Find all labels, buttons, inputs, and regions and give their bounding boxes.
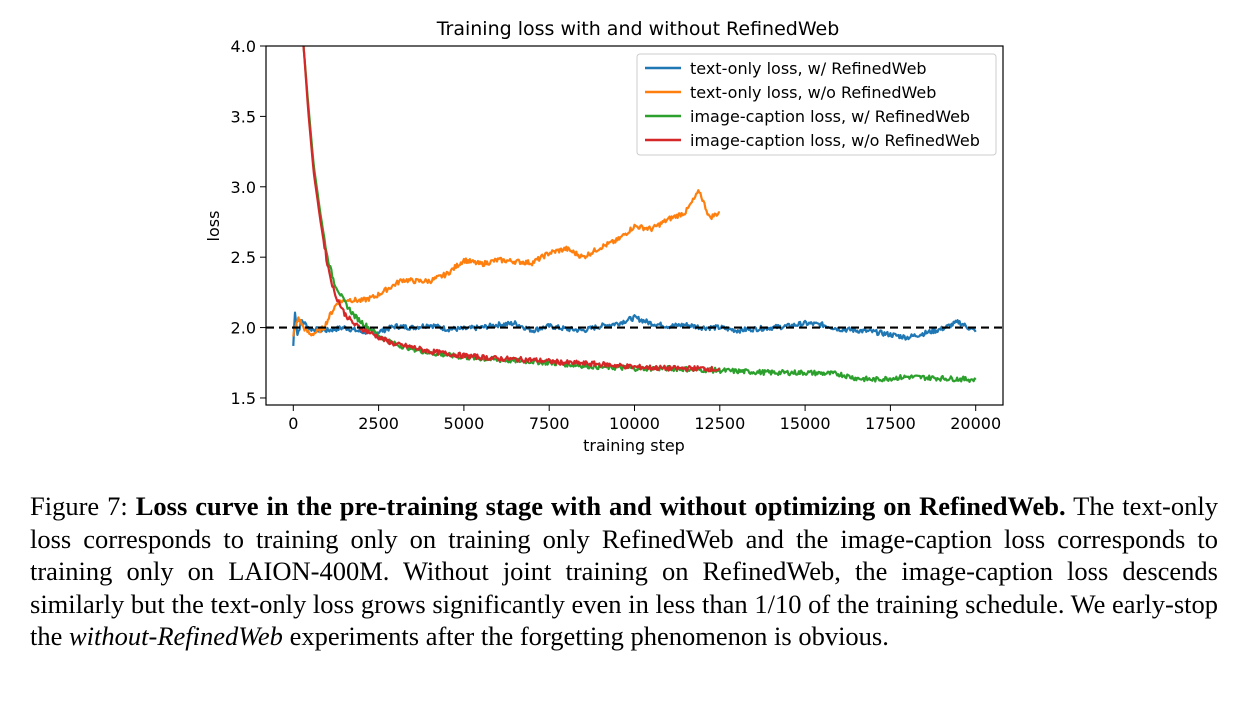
figure-caption: Figure 7: Loss curve in the pre-training… — [30, 490, 1218, 653]
caption-italic: without-RefinedWeb — [69, 621, 283, 651]
legend-label: image-caption loss, w/ RefinedWeb — [690, 107, 970, 126]
caption-text-2: experiments after the forgetting phenome… — [282, 621, 889, 651]
axis-ticks: 0 2500 5000 7500 10000 12500 15000 17500 20000 1.… — [231, 37, 1002, 433]
x-axis-label: training step — [583, 436, 685, 455]
x-tick-label: 12500 — [694, 414, 745, 433]
y-axis-label: loss — [204, 211, 223, 242]
series-line-1 — [292, 311, 977, 346]
caption-bold: Loss curve in the pre-training stage wit… — [135, 491, 1066, 521]
series-line-2 — [292, 189, 721, 337]
y-tick-label: 3.0 — [231, 178, 256, 197]
legend-box — [636, 53, 997, 156]
legend-label: text-only loss, w/ RefinedWeb — [690, 59, 927, 78]
x-tick-label: 2500 — [358, 414, 399, 433]
x-tick-label: 10000 — [609, 414, 660, 433]
series-line-4 — [302, 46, 721, 373]
x-tick-label: 17500 — [865, 414, 916, 433]
plot-frame — [265, 45, 1004, 406]
chart-title: Training loss with and without RefinedWe… — [436, 18, 840, 40]
x-tick-label: 0 — [288, 414, 298, 433]
y-tick-label: 2.0 — [231, 319, 256, 338]
caption-text-1: The text-only loss corresponds to traini… — [30, 491, 1218, 651]
legend: text-only loss, w/ RefinedWeb text-only l… — [636, 53, 997, 156]
y-tick-label: 1.5 — [231, 389, 256, 408]
y-tick-label: 4.0 — [231, 37, 256, 56]
legend-label: text-only loss, w/o RefinedWeb — [690, 83, 936, 102]
y-tick-label: 3.5 — [231, 107, 256, 126]
caption-prefix: Figure 7: — [30, 491, 136, 521]
plot-area — [266, 46, 1003, 383]
x-tick-label: 7500 — [529, 414, 570, 433]
x-tick-label: 15000 — [780, 414, 831, 433]
x-tick-label: 20000 — [950, 414, 1001, 433]
legend-label: image-caption loss, w/o RefinedWeb — [690, 131, 980, 150]
loss-chart: Training loss with and without RefinedWe… — [204, 18, 1004, 455]
y-tick-label: 2.5 — [231, 248, 256, 267]
x-tick-label: 5000 — [444, 414, 485, 433]
